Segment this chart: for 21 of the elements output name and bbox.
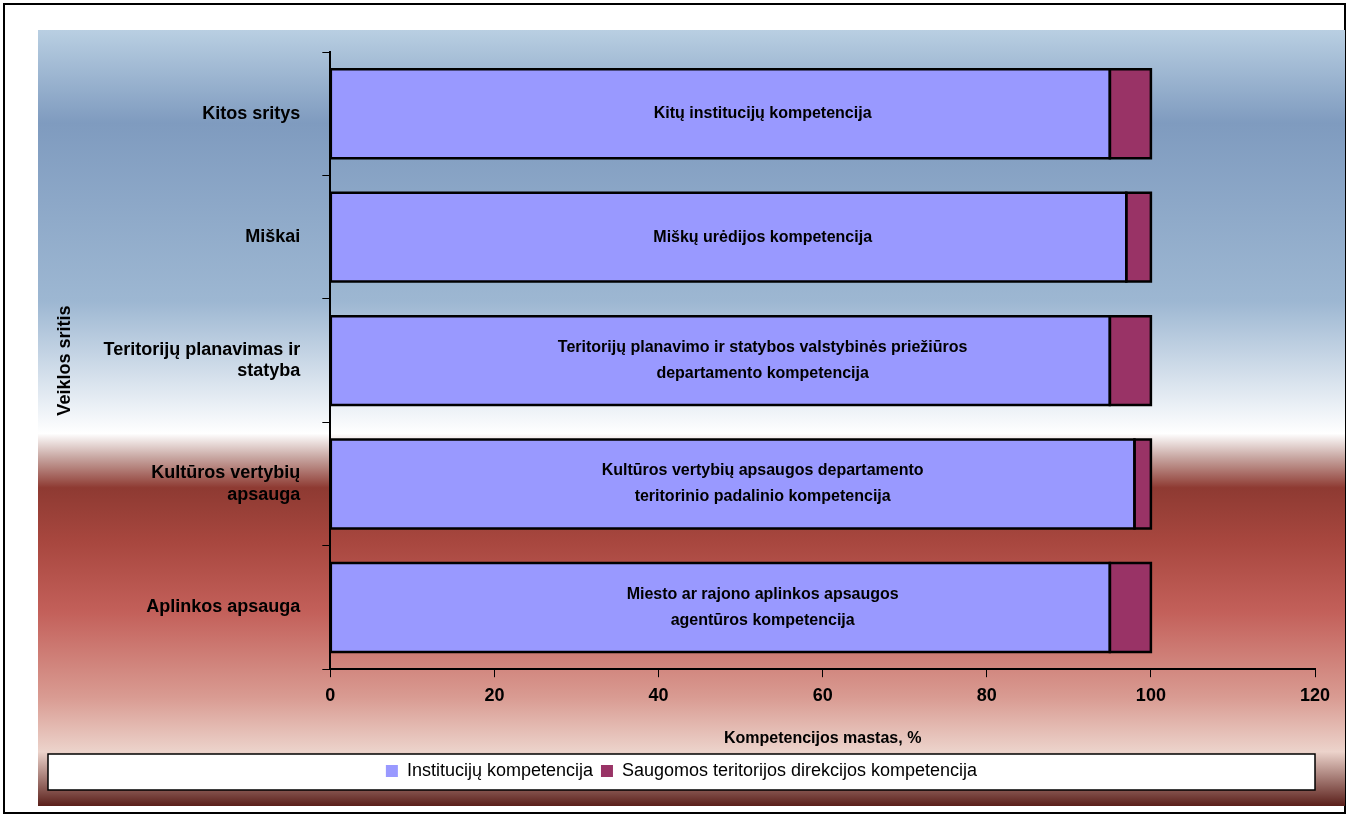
x-tick-label: 40 [648, 684, 669, 705]
legend-label: Institucijų kompetencija [406, 759, 594, 780]
x-axis-title: Kompetencijos mastas, % [723, 728, 922, 746]
annotation: Miesto ar rajono aplinkos apsaugos agentūros kompetencija [626, 584, 899, 628]
x-tick-label: 0 [325, 684, 336, 705]
y-tick-label: Kultūros vertybių apsauga [151, 462, 302, 504]
y-tick-label: Miškai [245, 226, 301, 247]
annotation: Kultūros vertybių apsaugos departamento teritorinio padalinio kompetencija [601, 461, 924, 505]
annotation: Teritorijų planavimo ir statybos valstybinės priežiūros departamento kompetencija [557, 338, 968, 382]
x-tick-label: 100 [1135, 684, 1166, 705]
x-tick-label: 80 [976, 684, 997, 705]
y-tick-label: Aplinkos apsauga [146, 596, 302, 617]
y-tick-label: Teritorijų planavimas ir statyba [103, 338, 302, 381]
x-tick-label: 120 [1299, 684, 1331, 705]
x-tick-label: 60 [812, 684, 833, 705]
y-tick-label: Kitos sritys [202, 102, 301, 123]
x-tick-label: 20 [484, 684, 505, 705]
y-axis-title: Veiklos sritis [53, 305, 74, 416]
annotation: Miškų urėdijos kompetencija [653, 227, 873, 245]
legend-label: Saugomos teritorijos direkcijos kompetencija [621, 759, 979, 780]
annotation: Kitų institucijų kompetencija [653, 104, 872, 122]
